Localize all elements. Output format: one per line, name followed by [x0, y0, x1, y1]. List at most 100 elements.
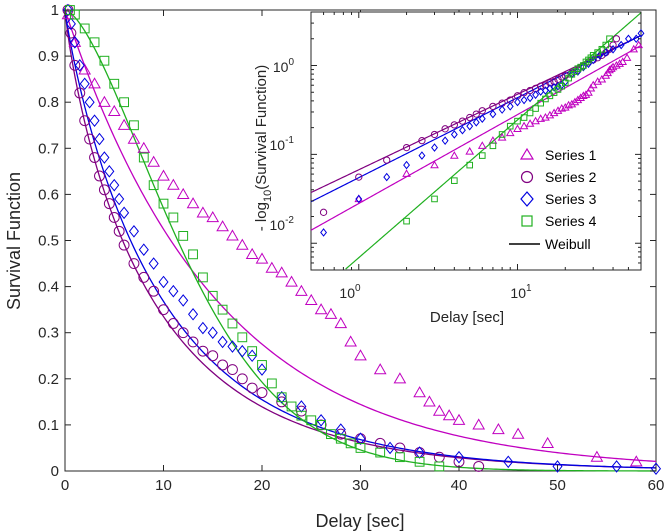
- inset-point-series-3: [602, 48, 610, 57]
- inset-point-series-3: [459, 125, 466, 135]
- inset-point-series-1: [618, 57, 628, 66]
- main-point-series-1: [442, 409, 456, 421]
- inset-legend: Series 1 Series 2 Series 3 Series 4 Weib…: [509, 147, 597, 252]
- main-point-series-4: [188, 249, 198, 260]
- main-point-series-3: [611, 460, 622, 473]
- inset-point-series-2: [450, 121, 458, 129]
- main-point-series-2: [167, 318, 179, 329]
- inset-point-series-3: [579, 62, 587, 72]
- inset-point-series-4: [451, 177, 458, 184]
- main-point-series-1: [511, 427, 525, 439]
- inset-point-series-1: [581, 90, 591, 98]
- main-x-tick-label: 20: [254, 477, 271, 494]
- main-point-series-2: [103, 198, 115, 210]
- inset-point-series-2: [489, 102, 497, 111]
- main-y-tick-label: 0.3: [38, 325, 59, 342]
- main-point-series-1: [226, 229, 239, 241]
- inset-point-series-3: [489, 109, 497, 119]
- legend-entry-series-3: Series 3: [520, 191, 597, 207]
- main-point-series-1: [275, 266, 289, 278]
- main-point-series-2: [128, 258, 140, 269]
- main-point-series-1: [285, 275, 298, 287]
- inset-point-series-3: [637, 29, 645, 38]
- legend-label-series-3: Series 3: [545, 191, 597, 207]
- main-point-series-2: [197, 345, 209, 357]
- inset-point-series-1: [564, 100, 573, 109]
- main-point-series-3: [227, 340, 238, 353]
- main-point-series-1: [157, 169, 170, 181]
- main-data-markers: [61, 3, 662, 475]
- main-point-series-3: [89, 114, 100, 127]
- legend-label-series-1: Series 1: [545, 147, 597, 163]
- legend-entry-weibull: Weibull: [509, 236, 591, 252]
- main-point-series-4: [158, 198, 169, 209]
- main-x-tick-label: 50: [549, 477, 566, 494]
- main-point-series-2: [158, 304, 169, 316]
- main-y-tick-label: 0.6: [38, 186, 59, 203]
- inset-point-series-4: [602, 41, 610, 49]
- main-point-series-4: [266, 378, 277, 389]
- main-point-series-4: [148, 180, 159, 191]
- main-point-series-1: [78, 63, 92, 75]
- main-point-series-1: [452, 413, 466, 425]
- main-y-tick-label: 0.8: [38, 94, 59, 111]
- inset-axis-ticks: [310, 11, 642, 271]
- main-point-series-1: [492, 423, 505, 435]
- legend-label-series-2: Series 2: [545, 169, 597, 185]
- inset-point-series-2: [541, 81, 550, 89]
- main-point-series-3: [207, 326, 218, 340]
- inset-point-series-4: [498, 131, 506, 138]
- legend-circle-marker: [520, 170, 534, 184]
- inset-point-series-1: [505, 128, 515, 137]
- inset-point-series-1: [430, 160, 439, 169]
- main-y-tick-label: 0.9: [38, 48, 59, 65]
- inset-point-series-4: [606, 35, 613, 43]
- inset-point-series-1: [560, 102, 570, 111]
- main-y-tick-label: 1: [51, 2, 59, 19]
- main-point-series-3: [74, 59, 85, 72]
- main-point-series-1: [432, 404, 446, 416]
- inset-point-series-1: [629, 44, 639, 53]
- main-point-series-4: [395, 452, 405, 463]
- main-point-series-1: [117, 118, 131, 130]
- main-y-tick-label: 0.7: [38, 140, 59, 157]
- inset-point-series-2: [441, 125, 449, 133]
- inset-point-series-3: [478, 114, 486, 124]
- inset-point-series-1: [465, 146, 475, 155]
- legend-entry-series-4: Series 4: [521, 213, 597, 229]
- main-point-series-3: [256, 363, 268, 376]
- svg-text:101: 101: [510, 283, 532, 301]
- inset-point-series-4: [558, 82, 566, 90]
- main-point-series-2: [236, 373, 248, 385]
- legend-entry-series-2: Series 2: [520, 169, 597, 185]
- main-weibull-fit-curve: [64, 9, 657, 463]
- main-point-series-2: [246, 382, 258, 394]
- inset-point-series-4: [431, 195, 438, 203]
- inset-point-series-2: [418, 137, 426, 145]
- main-point-series-3: [114, 192, 125, 206]
- inset-data-markers: [319, 29, 645, 237]
- main-point-series-1: [235, 238, 249, 250]
- main-point-series-1: [373, 363, 387, 375]
- main-point-series-3: [237, 344, 248, 358]
- main-point-series-1: [334, 316, 348, 329]
- main-y-tick-label: 0.5: [38, 233, 59, 250]
- main-point-series-1: [98, 95, 111, 107]
- main-point-series-4: [119, 97, 129, 108]
- main-x-axis-title: Delay [sec]: [315, 511, 404, 531]
- legend-diamond-marker: [520, 191, 534, 207]
- main-point-series-2: [118, 239, 130, 251]
- main-point-series-3: [316, 413, 327, 427]
- inset-point-series-1: [549, 108, 559, 117]
- main-point-series-4: [247, 346, 258, 357]
- svg-text:100: 100: [339, 283, 361, 301]
- inset-point-series-1: [536, 114, 546, 122]
- main-point-series-4: [414, 456, 425, 467]
- main-point-series-3: [296, 400, 307, 413]
- main-point-series-4: [434, 461, 445, 472]
- main-y-axis-title: Survival Function: [4, 172, 24, 310]
- main-point-series-3: [355, 432, 366, 446]
- inset-plot-area: 100 101 10-2 10-1 100 Delay [sec] - log1…: [253, 11, 645, 326]
- main-point-series-4: [198, 272, 208, 283]
- main-x-tick-label: 0: [61, 477, 69, 494]
